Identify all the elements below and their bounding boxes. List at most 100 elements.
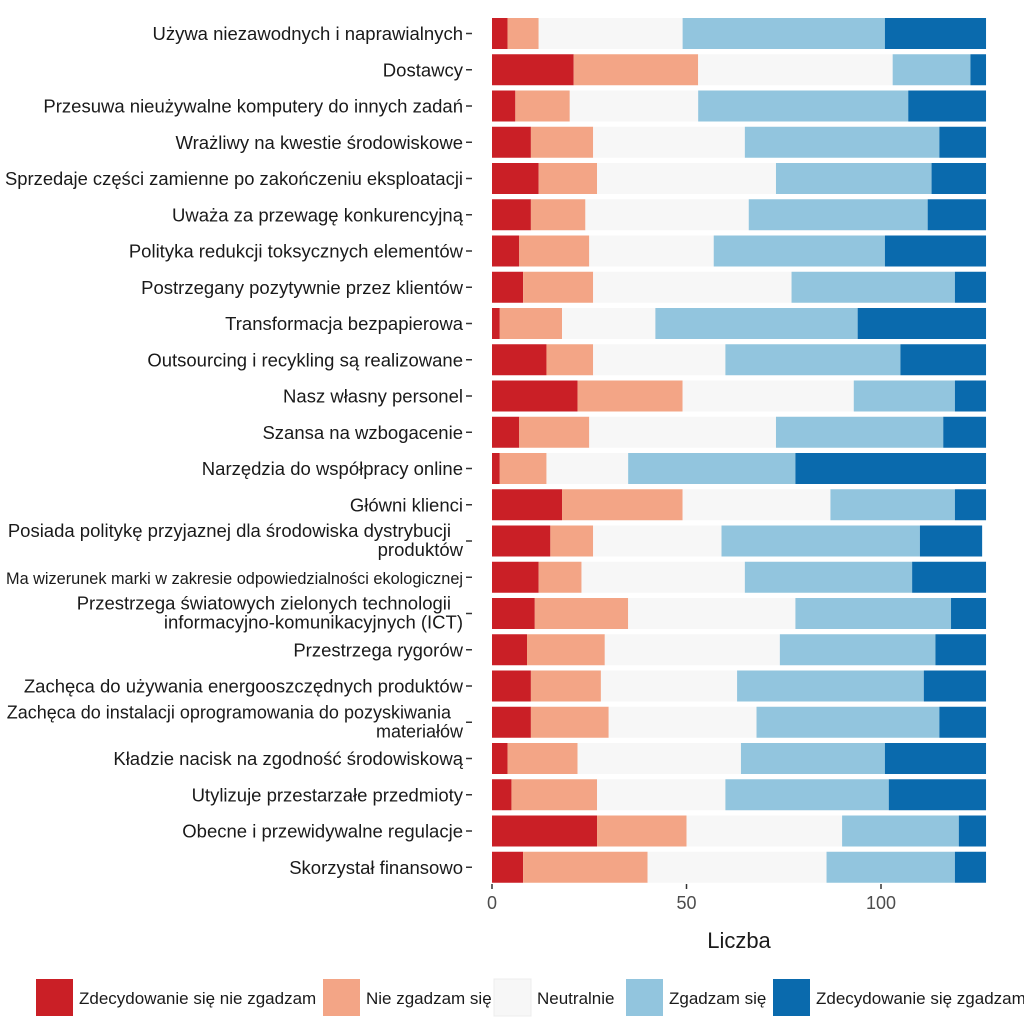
category-label: Wrażliwy na kwestie środowiskowe — [175, 132, 463, 153]
bar-segment — [577, 743, 741, 774]
category-label: Przestrzega rygorów — [293, 639, 463, 660]
bar-segment — [628, 598, 796, 629]
bar-segment — [527, 634, 605, 666]
bar-segment — [912, 561, 987, 593]
bar-segment — [795, 598, 952, 629]
bar-segment — [538, 18, 683, 49]
bar-segment — [737, 670, 924, 702]
bar-segment — [698, 90, 909, 122]
bar-segment — [853, 380, 955, 412]
bar-segment — [492, 779, 512, 811]
bar-segment — [492, 489, 563, 521]
bar-segment — [562, 489, 683, 521]
category-label: Główni klienci — [350, 494, 463, 515]
bar-segment — [507, 743, 578, 774]
bar-segment — [492, 706, 531, 738]
category-label: Sprzedaje części zamienne po zakończeniu… — [5, 168, 463, 189]
category-label: Obecne i przewidywalne regulacje — [182, 821, 463, 842]
bar-segment — [492, 561, 539, 593]
x-tick-label: 0 — [487, 893, 497, 913]
bar-segment — [530, 126, 594, 158]
bar-segment — [954, 489, 987, 521]
bar-segment — [857, 308, 987, 339]
bar-segment — [600, 670, 738, 702]
category-label: Posiada politykę przyjaznej dla środowis… — [8, 520, 464, 560]
bar-segment — [492, 380, 578, 412]
bar-segment — [492, 525, 551, 557]
category-label: Uważa za przewagę konkurencyjną — [172, 204, 464, 225]
bar-segment — [577, 380, 683, 412]
bar-segment — [492, 126, 531, 158]
category-label: Polityka redukcji toksycznych elementów — [129, 241, 464, 262]
bar-segment — [589, 235, 714, 267]
bar-segment — [927, 199, 987, 231]
bar-segment — [900, 344, 987, 376]
bar-segment — [597, 815, 687, 847]
bar-segment — [826, 851, 955, 883]
bar-segment — [888, 779, 987, 811]
bar-segment — [682, 18, 885, 49]
bar-segment — [546, 453, 629, 484]
bar-segment — [951, 598, 987, 629]
legend-swatch — [36, 979, 73, 1016]
bar-segment — [740, 743, 885, 774]
bar-segment — [597, 779, 726, 811]
bar-segment — [492, 18, 508, 49]
bar-segment — [530, 706, 609, 738]
bar-segment — [515, 90, 570, 122]
category-label: Szansa na wzbogacenie — [262, 422, 463, 443]
bar-segment — [725, 779, 889, 811]
bar-segment — [569, 90, 699, 122]
x-axis-title: Liczba — [707, 928, 771, 953]
bar-segment — [748, 199, 928, 231]
bar-segment — [492, 743, 508, 774]
bar-segment — [492, 634, 528, 666]
category-label: Postrzegany pozytywnie przez klientów — [141, 277, 463, 298]
bar-segment — [499, 308, 563, 339]
legend-swatch — [323, 979, 360, 1016]
bar-segment — [593, 126, 745, 158]
y-axis-labels: Używa niezawodnych i naprawialnych Dostaw… — [5, 23, 472, 878]
bar-segment — [492, 308, 500, 339]
bar-segment — [492, 235, 520, 267]
bar-segment — [954, 271, 987, 303]
legend: Zdecydowanie się nie zgadzam Nie zgadzam … — [36, 978, 1024, 1017]
bar-segment — [721, 525, 920, 557]
category-label: Narzędzia do współpracy online — [202, 458, 463, 479]
legend-label: Nie zgadzam się — [366, 989, 492, 1008]
bar-segment — [546, 344, 594, 376]
category-label: Używa niezawodnych i naprawialnych — [152, 23, 463, 44]
category-label: Transformacja bezpapierowa — [225, 313, 464, 334]
bar-segment — [954, 851, 987, 883]
bar-segment — [954, 380, 987, 412]
bar-segment — [492, 344, 547, 376]
bar-segment — [492, 453, 500, 484]
bar-segment — [775, 416, 944, 448]
bar-segment — [519, 235, 590, 267]
category-label: Zachęca do instalacji oprogramowania do … — [7, 702, 464, 741]
legend-label: Zgadzam się — [669, 989, 766, 1008]
category-label: Kładzie nacisk na zgodność środowiskową — [113, 748, 463, 769]
bar-segment — [492, 598, 535, 629]
bar-segment — [604, 634, 780, 666]
category-label: Outsourcing i recykling są realizowane — [147, 349, 463, 370]
bar-segment — [492, 815, 598, 847]
bar-segment — [923, 670, 987, 702]
bar-segment — [655, 308, 858, 339]
bar-segment — [935, 634, 987, 666]
x-tick-label: 50 — [676, 893, 696, 913]
bar-segment — [593, 344, 726, 376]
category-label: Nasz własny personel — [283, 386, 463, 407]
bar-segment — [523, 271, 594, 303]
bar-segment — [830, 489, 955, 521]
bar-segment — [492, 90, 516, 122]
legend-swatch — [493, 978, 532, 1017]
bar-segment — [686, 815, 843, 847]
bar-segment — [492, 851, 524, 883]
bar-segment — [682, 380, 854, 412]
bar-segment — [507, 18, 539, 49]
bar-segment — [744, 561, 913, 593]
category-label: Utylizuje przestarzałe przedmioty — [192, 784, 464, 805]
bar-segment — [958, 815, 987, 847]
